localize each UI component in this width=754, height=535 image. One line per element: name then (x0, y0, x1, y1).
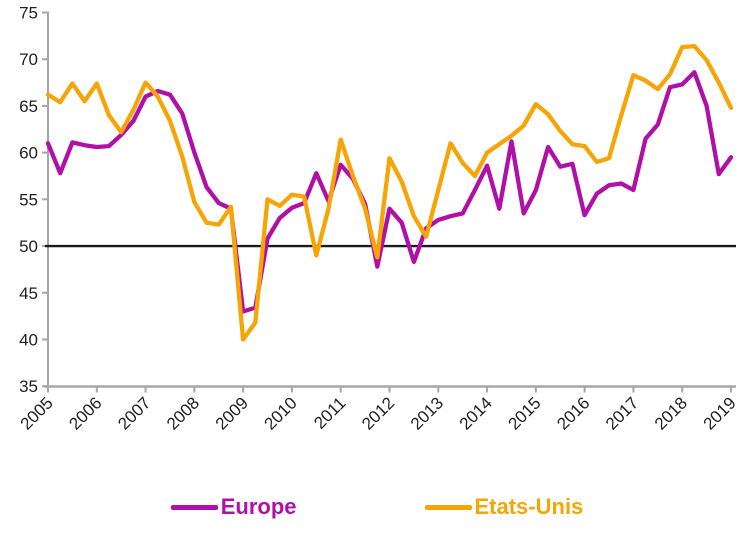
y-tick-label: 75 (19, 4, 38, 23)
legend-label-europe: Europe (220, 494, 297, 519)
x-tick-label: 2011 (310, 393, 349, 432)
y-tick-label: 35 (19, 377, 38, 396)
series-line-europe (45, 70, 734, 314)
y-tick-label: 65 (19, 97, 38, 116)
x-tick-label: 2012 (358, 393, 398, 433)
legend-line-swatch-etats-unis (424, 504, 472, 510)
x-tick-label: 2013 (407, 393, 447, 433)
series-line-etats-unis (45, 43, 734, 342)
legend-item-europe: Europe (170, 494, 297, 520)
x-tick-label: 2009 (212, 393, 252, 433)
legend-line-swatch-europe (170, 504, 218, 510)
x-tick-label: 2014 (456, 393, 496, 433)
legend-item-etats-unis: Etats-Unis (424, 494, 584, 520)
y-tick-label: 55 (19, 190, 38, 209)
legend: Europe Etats-Unis (0, 487, 754, 527)
y-tick-label: 60 (19, 144, 38, 163)
x-tick-label: 2016 (553, 393, 593, 433)
x-tick-label: 2008 (163, 393, 203, 433)
y-tick-label: 50 (19, 237, 38, 256)
legend-label-etats-unis: Etats-Unis (474, 494, 584, 519)
x-tick-label: 2005 (17, 393, 57, 433)
y-tick-label: 45 (19, 284, 38, 303)
x-tick-label: 2017 (602, 393, 642, 433)
x-tick-label: 2006 (65, 393, 105, 433)
y-tick-label: 70 (19, 50, 38, 69)
x-tick-label: 2015 (505, 393, 545, 433)
x-tick-label: 2010 (261, 393, 301, 433)
x-tick-label: 2018 (651, 393, 691, 433)
x-tick-label: 2019 (700, 393, 740, 433)
y-tick-label: 40 (19, 330, 38, 349)
x-tick-label: 2007 (114, 393, 154, 433)
